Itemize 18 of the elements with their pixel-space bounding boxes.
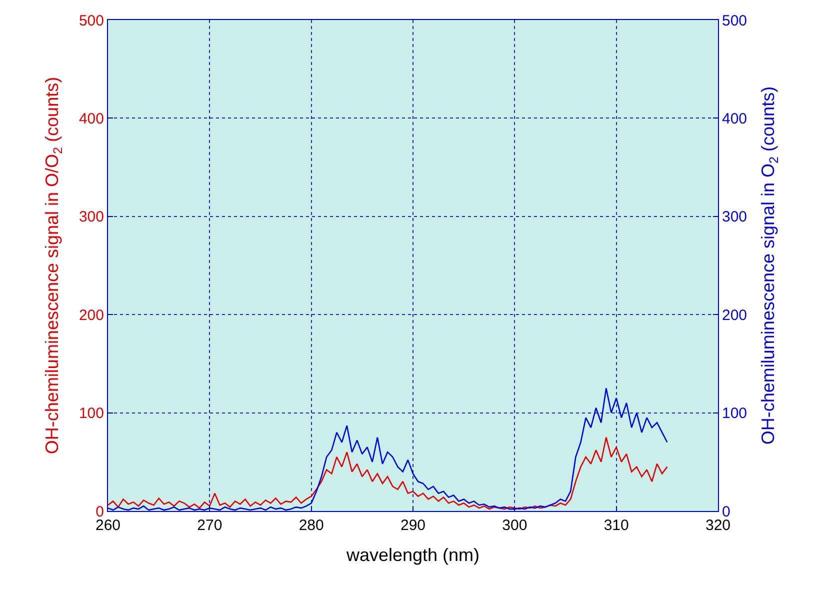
y-tick-label: 200	[78, 306, 104, 324]
y2-tick-label: 300	[722, 208, 748, 226]
line-series	[108, 436, 668, 510]
x-axis-title: wavelength (nm)	[345, 545, 480, 566]
line-series	[108, 388, 668, 511]
y-tick-label: 100	[78, 405, 104, 422]
y2-tick-label: 200	[722, 306, 748, 324]
x-tick-label: 270	[197, 517, 222, 534]
y2-tick-label: 100	[722, 405, 748, 422]
y2-tick-label: 500	[722, 12, 748, 30]
x-tick-label: 280	[298, 517, 324, 534]
y2-tick-label: 400	[722, 110, 748, 128]
y-tick-label: 400	[78, 110, 104, 128]
x-tick-label: 300	[502, 517, 528, 534]
x-tick-label: 310	[604, 517, 629, 534]
y-tick-label: 500	[78, 12, 104, 30]
x-tick-label: 290	[400, 517, 426, 534]
y-tick-label: 300	[78, 208, 104, 226]
